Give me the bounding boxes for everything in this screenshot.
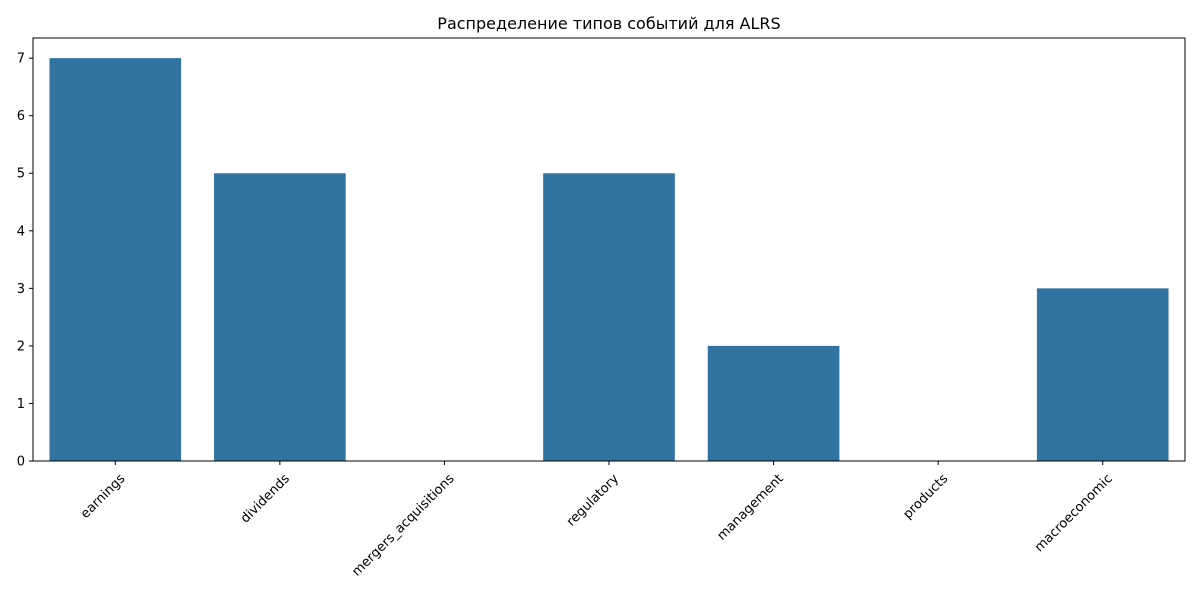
- x-tick-label-dividends: dividends: [238, 471, 293, 526]
- y-tick-label: 7: [17, 52, 25, 67]
- x-tick-label-products: products: [900, 471, 951, 522]
- x-tick-label-macroeconomic: macroeconomic: [1032, 471, 1116, 555]
- y-tick-label: 0: [17, 455, 25, 470]
- bar-dividends: [214, 173, 346, 462]
- y-tick-label: 3: [17, 282, 25, 297]
- x-tick-label-regulatory: regulatory: [564, 471, 622, 529]
- bar-management: [707, 345, 840, 461]
- y-tick-label: 6: [17, 109, 25, 124]
- y-tick-label: 5: [17, 167, 25, 182]
- bars-layer: [49, 58, 1169, 462]
- bar-regulatory: [543, 173, 675, 462]
- y-tick-label: 2: [17, 339, 25, 354]
- x-tick-label-earnings: earnings: [78, 471, 129, 522]
- y-tick-label: 1: [17, 397, 25, 412]
- bar-earnings: [49, 58, 182, 461]
- bar-macroeconomic: [1036, 288, 1169, 461]
- chart-title: Распределение типов событий для ALRS: [437, 14, 780, 33]
- x-tick-label-mergers_acquisitions: mergers_acquisitions: [349, 471, 457, 579]
- y-tick-label: 4: [17, 224, 25, 239]
- x-tick-label-management: management: [714, 471, 786, 543]
